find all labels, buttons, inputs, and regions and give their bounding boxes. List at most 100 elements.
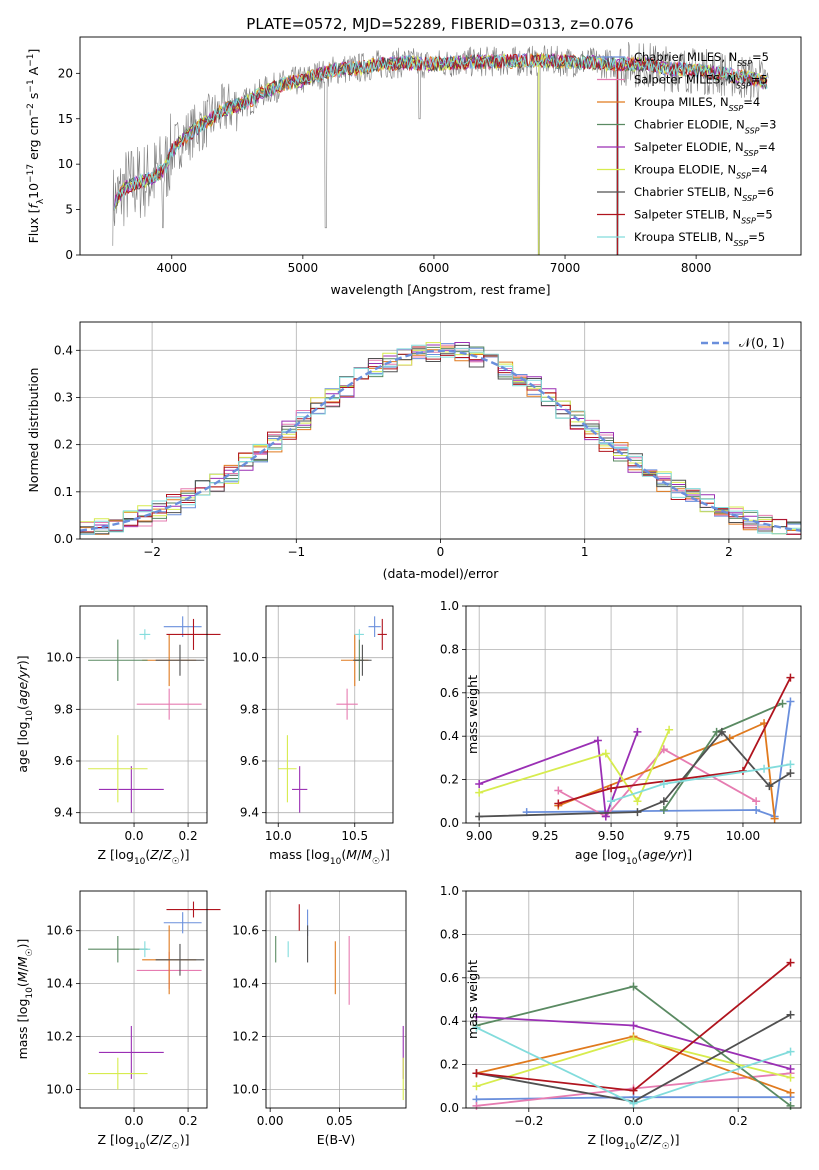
mass-weight-vs-z-ytick-label: 1.0 <box>440 884 459 898</box>
mass-vs-ebv-frame <box>265 890 407 1109</box>
spectrum-ytick-label: 10 <box>58 157 73 171</box>
spectrum-model-salpeter-stelib <box>113 53 768 211</box>
spectrum-xtick-label: 6000 <box>419 261 450 275</box>
mass-weight-vs-z-ytick-label: 0.2 <box>440 1058 459 1072</box>
mass-weight-vs-z-xtick-label: 0.0 <box>624 1114 643 1128</box>
spectrum-xtick-label: 8000 <box>681 261 712 275</box>
spectrum-legend-label: Kroupa MILES, NSSP=4 <box>634 95 760 113</box>
mass-weight-vs-age-ytick-label: 0.8 <box>440 642 459 656</box>
mass-vs-z-point-salpeter-elodie <box>98 1025 164 1079</box>
mass-vs-z-ytick-label: 10.4 <box>46 977 73 991</box>
mass-weight-vs-z-ytick-label: 0.6 <box>440 971 459 985</box>
mass-weight-vs-z-series-salpeter-stelib-marker <box>629 1086 638 1095</box>
mass-weight-vs-z-xtick-label: 0.2 <box>729 1114 748 1128</box>
mass-vs-z-frame <box>79 890 208 1109</box>
mass-weight-vs-z-series-salpeter-elodie-marker <box>472 1012 481 1021</box>
mass-weight-vs-z-series-kroupa-miles-marker <box>786 1088 795 1097</box>
age-vs-z-ytick-label: 10.0 <box>46 651 73 665</box>
residuals-xtick-label: 0 <box>437 545 445 559</box>
mass-weight-vs-z-ytick-label: 0.4 <box>440 1014 459 1028</box>
spectrum-xlabel: wavelength [Angstrom, rest frame] <box>330 282 550 297</box>
spectrum-model-kroupa-stelib <box>113 53 768 211</box>
spectrum-ylabel: Flux [fλ10−17 erg cm−2 s−1 A−1] <box>26 49 46 244</box>
mass-weight-vs-age-frame <box>465 605 802 824</box>
mass-vs-z-point-chabrier-elodie <box>88 935 148 963</box>
mass-weight-vs-age-series-kroupa-stelib-marker <box>659 779 668 788</box>
mass-vs-z-axes: 0.0 0.2 10.0 10.2 10.4 10.6 Z [log10(Z/Z☉)] mas… <box>15 891 221 1152</box>
mass-weight-vs-z-series-kroupa-elodie-marker <box>629 1034 638 1043</box>
age-vs-mass-point-salpeter-stelib <box>377 618 387 650</box>
age-vs-mass-point-chabrier-miles <box>368 616 381 637</box>
mass-weight-vs-z-series-kroupa-stelib-marker <box>786 1047 795 1056</box>
age-vs-z-point-kroupa-elodie <box>88 735 148 803</box>
mass-weight-vs-z-series-salpeter-miles-marker <box>472 1101 481 1110</box>
age-vs-mass-ytick-label: 9.8 <box>240 702 259 716</box>
mass-weight-vs-age-series-kroupa-miles-marker <box>770 814 779 823</box>
residuals-xtick-label: 1 <box>581 545 589 559</box>
mass-weight-vs-age-series-salpeter-stelib-marker <box>554 799 563 808</box>
mass-vs-ebv-xlabel: E(B-V) <box>317 1132 356 1147</box>
spectrum-ytick-label: 20 <box>58 66 73 80</box>
age-vs-mass-frame <box>265 605 394 824</box>
age-vs-mass-xtick-label: 10.5 <box>341 829 368 843</box>
residuals-hist-salpeter-stelib <box>80 346 801 535</box>
spectrum-legend-label: Salpeter STELIB, NSSP=5 <box>634 208 773 226</box>
mass-weight-vs-age-series-kroupa-elodie-marker <box>633 797 642 806</box>
mass-weight-vs-z-series-kroupa-stelib-marker <box>629 1099 638 1108</box>
residuals-ytick-label: 0.1 <box>54 485 73 499</box>
mass-vs-ebv-xtick-label: 0.05 <box>326 1114 353 1128</box>
mass-weight-vs-age-series-kroupa-stelib <box>610 763 791 803</box>
residuals-ytick-label: 0.2 <box>54 438 73 452</box>
residuals-axes: −2 −1 0 1 2 0.0 0.1 0.2 0.3 0.4 𝒩(0, 1) (data-model… <box>26 322 802 581</box>
age-vs-mass-axes: 10.0 10.5 9.4 9.6 9.8 10.0 mass [log10(M/M☉)] <box>232 606 393 867</box>
spectrum-xtick-label: 7000 <box>550 261 581 275</box>
mass-weight-vs-z-ylabel: mass weight <box>465 960 480 1039</box>
spectrum-ytick-label: 5 <box>65 203 73 217</box>
spectrum-legend-label: Kroupa STELIB, NSSP=5 <box>634 230 765 248</box>
mass-weight-vs-age-series-kroupa-elodie-marker <box>665 725 674 734</box>
age-vs-z-point-salpeter-stelib <box>166 618 221 650</box>
mass-weight-vs-z-series-salpeter-elodie-marker <box>629 1021 638 1030</box>
mass-weight-vs-age-ytick-label: 0.6 <box>440 686 459 700</box>
mass-weight-vs-age-ytick-label: 1.0 <box>440 599 459 613</box>
spectrum-legend-label: Salpeter ELODIE, NSSP=4 <box>634 140 775 158</box>
mass-weight-vs-z-series-chabrier-elodie-marker <box>786 1101 795 1110</box>
mass-vs-z-ytick-label: 10.0 <box>46 1082 73 1096</box>
mass-vs-z-xtick-label: 0.0 <box>124 1114 143 1128</box>
mass-weight-vs-age-series-salpeter-miles-marker <box>554 786 563 795</box>
age-vs-z-xlabel: Z [log10(Z/Z☉)] <box>97 847 189 867</box>
age-vs-z-point-salpeter-elodie <box>98 766 164 813</box>
residuals-ytick-label: 0.3 <box>54 390 73 404</box>
age-vs-mass-point-chabrier-stelib <box>353 644 372 676</box>
mass-weight-vs-age-series-kroupa-elodie-marker <box>601 749 610 758</box>
mass-vs-ebv-ytick-label: 10.0 <box>232 1082 259 1096</box>
residuals-xtick-label: −1 <box>287 545 305 559</box>
mass-vs-z-point-salpeter-stelib <box>166 901 221 918</box>
residuals-xtick-label: 2 <box>725 545 733 559</box>
residuals-legend-label: 𝒩(0, 1) <box>739 335 785 350</box>
mass-weight-vs-age-ytick-label: 0.2 <box>440 773 459 787</box>
age-vs-mass-ytick-label: 9.4 <box>240 806 259 820</box>
mass-weight-vs-z-series-kroupa-elodie-marker <box>472 1082 481 1091</box>
age-vs-z-point-chabrier-elodie <box>88 639 148 681</box>
mass-weight-vs-age-series-chabrier-elodie-marker <box>659 805 668 814</box>
residuals-xlabel: (data-model)/error <box>383 566 500 581</box>
mass-weight-vs-age-xtick-label: 9.50 <box>598 829 625 843</box>
age-vs-z-ylabel: age [log10(age/yr)] <box>15 655 35 772</box>
mass-weight-vs-z-ytick-label: 0.8 <box>440 927 459 941</box>
mass-weight-vs-age-series-chabrier-stelib-marker <box>633 808 642 817</box>
mass-vs-ebv-ytick-label: 10.6 <box>232 924 259 938</box>
spectrum-xtick-label: 5000 <box>288 261 319 275</box>
mass-weight-vs-age-xlabel: age [log10(age/yr)] <box>575 847 692 867</box>
residuals-frame <box>79 321 802 540</box>
age-vs-mass-ytick-label: 9.6 <box>240 754 259 768</box>
mass-weight-vs-age-series-salpeter-elodie-marker <box>475 779 484 788</box>
mass-weight-vs-age-series-salpeter-stelib <box>558 677 792 805</box>
mass-weight-vs-age-series-chabrier-stelib-marker <box>717 727 726 736</box>
age-vs-mass-point-salpeter-miles <box>336 688 358 720</box>
age-vs-mass-xlabel: mass [log10(M/M☉)] <box>269 847 390 867</box>
mass-weight-vs-age-series-salpeter-elodie-marker <box>593 736 602 745</box>
mass-weight-vs-age-series-salpeter-elodie-marker <box>633 727 642 736</box>
mass-weight-vs-age-series-salpeter-stelib-marker <box>607 784 616 793</box>
